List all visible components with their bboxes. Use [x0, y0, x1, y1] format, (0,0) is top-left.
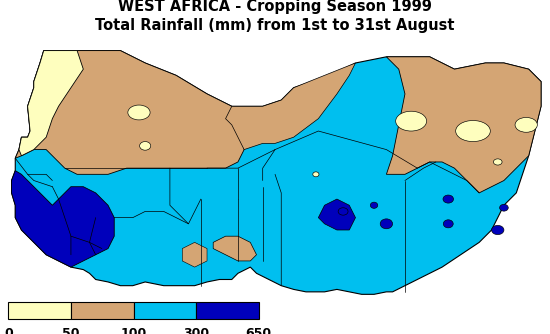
Ellipse shape	[443, 195, 454, 203]
Ellipse shape	[128, 105, 150, 120]
Ellipse shape	[492, 225, 504, 235]
Text: 300: 300	[183, 327, 209, 334]
Ellipse shape	[380, 219, 393, 229]
Text: 650: 650	[246, 327, 272, 334]
Bar	[134, 302, 196, 319]
Polygon shape	[387, 57, 541, 193]
Ellipse shape	[370, 202, 378, 208]
Ellipse shape	[443, 220, 453, 228]
Ellipse shape	[395, 111, 427, 131]
Polygon shape	[19, 51, 83, 156]
Ellipse shape	[515, 118, 537, 132]
Text: 0: 0	[4, 327, 13, 334]
Ellipse shape	[338, 208, 348, 215]
Ellipse shape	[493, 159, 502, 165]
Ellipse shape	[313, 172, 319, 177]
Polygon shape	[226, 63, 355, 150]
Bar	[71, 302, 134, 319]
Bar	[8, 302, 71, 319]
Polygon shape	[15, 51, 244, 174]
Polygon shape	[12, 171, 114, 267]
Text: 50: 50	[62, 327, 80, 334]
Ellipse shape	[140, 142, 151, 150]
Bar	[196, 302, 258, 319]
Text: 100: 100	[120, 327, 147, 334]
Text: WEST AFRICA - Cropping Season 1999
Total Rainfall (mm) from 1st to 31st August: WEST AFRICA - Cropping Season 1999 Total…	[95, 0, 455, 33]
Polygon shape	[182, 242, 207, 267]
Polygon shape	[12, 51, 541, 294]
Polygon shape	[318, 199, 355, 230]
Ellipse shape	[456, 121, 490, 142]
Polygon shape	[213, 236, 256, 261]
Ellipse shape	[499, 204, 508, 211]
